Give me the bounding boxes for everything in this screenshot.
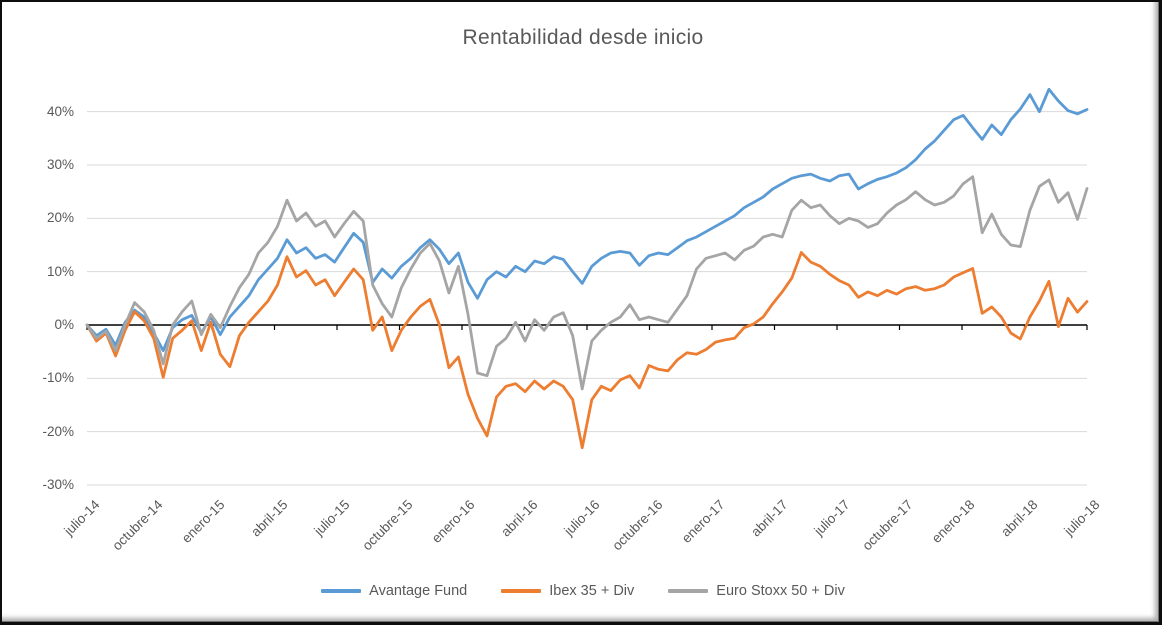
y-axis-tick-label: 0% <box>54 317 74 332</box>
legend-label: Avantage Fund <box>369 583 468 599</box>
legend-item-avantage-fund: Avantage Fund <box>321 583 467 599</box>
y-axis-tick-label: -30% <box>42 477 74 492</box>
legend-item-euro-stoxx-50-div: Euro Stoxx 50 + Div <box>668 583 845 599</box>
legend-label: Euro Stoxx 50 + Div <box>716 583 845 599</box>
legend-label: Ibex 35 + Div <box>549 583 635 599</box>
series-line-avantage-fund <box>85 87 1089 353</box>
legend: Avantage Fund Ibex 35 + Div Euro Stoxx 5… <box>2 583 1159 599</box>
y-axis-tick-label: 40% <box>46 103 74 119</box>
legend-line-swatch-ibex-35-div <box>501 589 542 593</box>
legend-line-swatch-euro-stoxx-50-div <box>668 589 709 593</box>
chart-title: Rentabilidad desde inicio <box>462 26 704 49</box>
y-axis-tick-label: 30% <box>46 157 74 172</box>
legend-line-swatch-avantage-fund <box>321 589 362 593</box>
series-line-euro-stoxx-50-div <box>85 175 1089 391</box>
y-axis-tick-label: -10% <box>42 370 74 386</box>
y-axis-tick-label: 20% <box>46 210 74 226</box>
series-line-ibex-35-div <box>85 251 1089 450</box>
legend-item-ibex-35-div: Ibex 35 + Div <box>501 583 634 599</box>
y-axis-tick-label: -20% <box>42 423 74 439</box>
y-axis-tick-label: 10% <box>46 263 74 279</box>
